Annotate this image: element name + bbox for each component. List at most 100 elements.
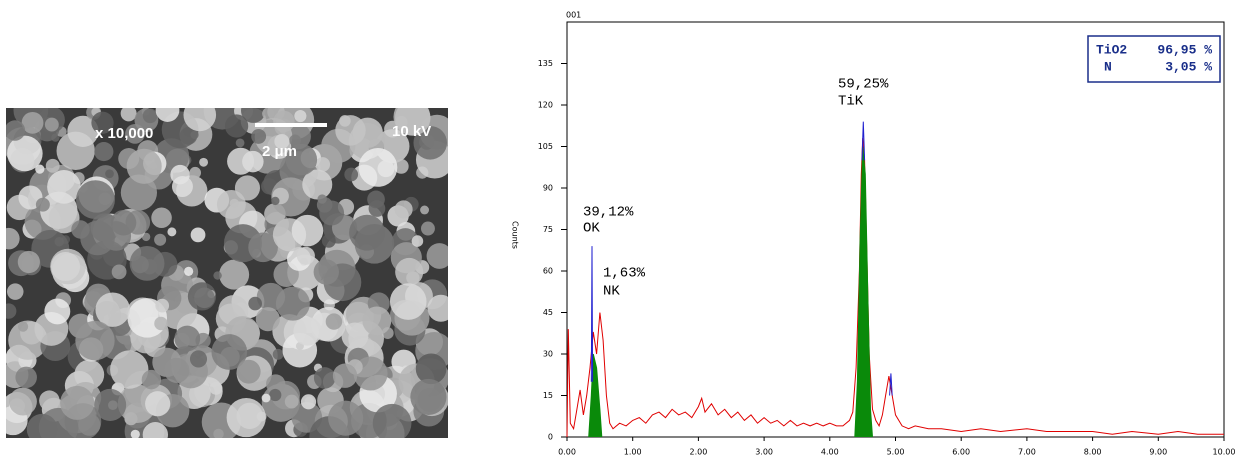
composition-element: N xyxy=(1104,59,1112,74)
grain xyxy=(6,303,17,319)
grain xyxy=(415,353,447,385)
grain xyxy=(274,133,290,149)
grain xyxy=(358,148,398,187)
grain xyxy=(211,334,248,370)
grain xyxy=(262,108,275,120)
y-tick-label: 15 xyxy=(543,391,553,400)
annotation: 59,25% xyxy=(838,77,889,93)
grain xyxy=(21,111,44,134)
grain xyxy=(183,108,217,132)
grain xyxy=(213,271,222,280)
grain xyxy=(155,108,180,122)
grain xyxy=(117,384,157,424)
grain xyxy=(271,177,311,217)
grain xyxy=(251,128,267,144)
grain xyxy=(48,202,80,234)
grain xyxy=(293,317,322,346)
voltage: 10 kV xyxy=(392,123,431,140)
x-tick-label: 3.00 xyxy=(755,448,773,457)
grain xyxy=(317,194,327,204)
y-tick-label: 90 xyxy=(543,184,553,193)
grain xyxy=(120,174,158,211)
grain xyxy=(289,134,301,147)
x-tick-label: 1.00 xyxy=(624,448,642,457)
grain xyxy=(190,130,199,140)
composition-value: 3,05 % xyxy=(1165,59,1212,74)
grain xyxy=(95,292,130,327)
grain xyxy=(296,246,315,265)
grain xyxy=(275,286,310,321)
grain xyxy=(313,367,336,389)
grain xyxy=(142,108,158,124)
spectrum-area xyxy=(588,146,873,438)
grain xyxy=(272,348,284,360)
grain xyxy=(17,250,40,274)
grain xyxy=(190,227,206,243)
grain xyxy=(285,143,318,176)
grain xyxy=(184,266,194,276)
grain xyxy=(145,391,171,417)
grain xyxy=(219,259,250,290)
grain xyxy=(344,167,359,182)
grain xyxy=(50,251,81,282)
grain xyxy=(389,283,427,320)
grain xyxy=(341,322,369,350)
grain xyxy=(269,388,282,402)
grain xyxy=(167,227,177,237)
grain xyxy=(189,350,208,368)
magnification: x 10,000 xyxy=(95,125,153,142)
y-tick-label: 135 xyxy=(538,59,553,68)
grain xyxy=(420,205,430,215)
grain xyxy=(302,169,333,200)
grain xyxy=(75,320,115,361)
grain xyxy=(8,387,37,416)
grain xyxy=(94,141,114,162)
grain xyxy=(142,421,169,438)
grain xyxy=(74,359,105,390)
grain xyxy=(368,200,386,217)
grain xyxy=(60,385,95,420)
spectrum-line xyxy=(566,138,1224,438)
grain xyxy=(236,359,261,384)
grain xyxy=(335,115,366,146)
grain xyxy=(426,243,448,269)
grain xyxy=(189,166,201,179)
grain xyxy=(315,157,331,172)
grain xyxy=(120,108,137,122)
annotation: 1,63% xyxy=(603,266,646,282)
grain xyxy=(248,232,278,263)
grain xyxy=(164,357,190,383)
grain xyxy=(151,207,172,229)
grain xyxy=(224,114,249,138)
y-tick-label: 30 xyxy=(543,350,553,359)
grain xyxy=(44,117,59,132)
grain xyxy=(413,126,448,160)
grain xyxy=(271,196,280,206)
grain xyxy=(91,111,114,134)
grain xyxy=(349,214,385,251)
grain xyxy=(241,108,266,123)
grain xyxy=(110,350,149,389)
grain xyxy=(248,296,262,311)
grain xyxy=(291,214,324,247)
y-tick-label: 0 xyxy=(548,433,553,442)
composition-value: 96,95 % xyxy=(1157,42,1212,57)
grain xyxy=(39,390,60,411)
grain xyxy=(47,170,81,204)
grain xyxy=(216,189,246,219)
y-axis-label: Counts xyxy=(511,221,520,249)
grain xyxy=(319,200,345,226)
grain xyxy=(110,209,137,236)
grain xyxy=(129,245,165,281)
grain xyxy=(227,147,255,175)
grain xyxy=(141,232,151,242)
grain xyxy=(209,381,223,395)
grain xyxy=(94,388,127,421)
x-tick-label: 4.00 xyxy=(821,448,839,457)
grain xyxy=(294,110,307,123)
y-tick-label: 45 xyxy=(543,308,553,317)
sem-texture xyxy=(6,108,448,438)
grain xyxy=(45,158,60,173)
x-tick-label: 10.00 xyxy=(1213,448,1236,457)
